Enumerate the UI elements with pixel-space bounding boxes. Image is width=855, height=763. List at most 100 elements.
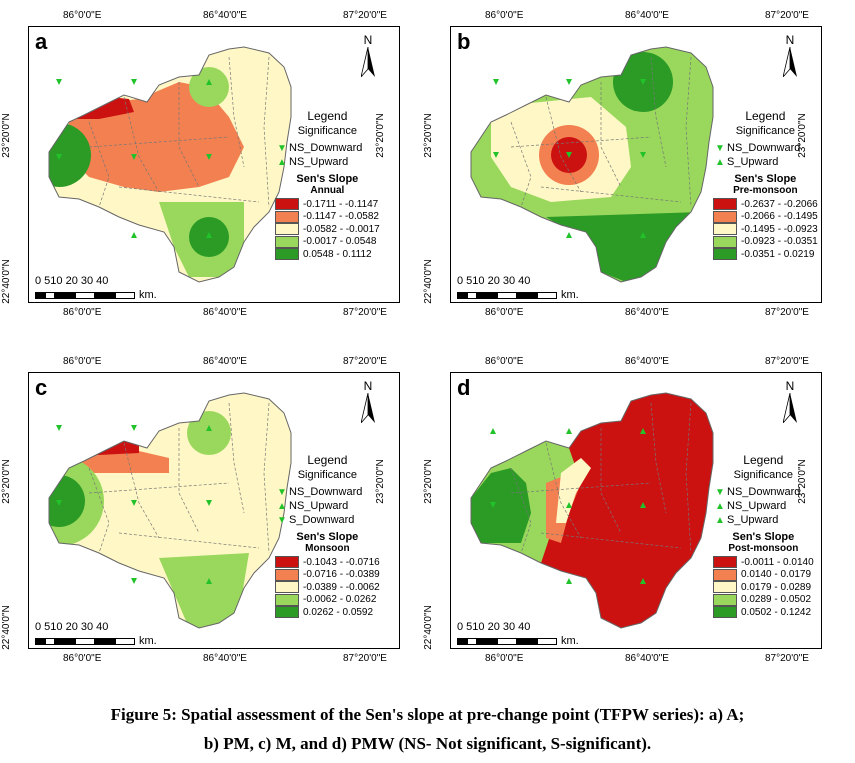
district-map [48,46,292,283]
coord-label-top: 86°0'0"E [63,356,102,367]
coord-label-top: 86°40'0"E [625,10,669,21]
block-boundary [228,402,245,514]
station-downward-marker [640,152,646,158]
station-downward-marker [56,500,62,506]
legend-marker-item: ▼ NS_Downward [275,485,380,499]
slope-class-item: -0.0923 - -0.0351 [713,235,818,249]
caption-line-1: Figure 5: Spatial assessment of the Sen'… [110,705,745,724]
scale-bar: 0 510 20 30 40 km. [35,275,157,301]
slope-class-item: 0.0502 - 0.1242 [713,606,814,619]
panel-label: c [35,375,48,400]
district-map [470,392,714,629]
coord-label-bottom: 86°0'0"E [63,653,102,664]
station-downward-marker [131,154,137,160]
slope-zone [471,468,531,543]
station-upward-marker [206,79,212,85]
map-panel-d: d N Legend Significance ▼ NS_Downward ▲ NS_Upwa… [450,372,822,649]
district-outline [470,392,714,629]
slope-class-item: 0.0289 - 0.0502 [713,593,814,607]
slope-title: Sen's Slope [296,531,359,543]
coord-label-right: 23°20'0"N [374,459,386,504]
slope-class-item: -0.0062 - 0.0262 [275,593,380,607]
slope-class-item: -0.1043 - -0.0716 [275,556,380,569]
block-boundary [685,402,692,554]
scale-bar: 0 510 20 30 40 km. [35,621,157,647]
scale-bar: 0 510 20 30 40 km. [457,275,579,301]
slope-class-item: -0.0351 - 0.0219 [713,248,818,261]
triangle-down-icon: ▼ [277,514,287,526]
panel-label: b [457,29,471,54]
legend-marker-item: ▼ S_Downward [275,513,380,527]
coord-label-top: 86°40'0"E [203,10,247,21]
coord-label-bottom: 86°40'0"E [203,653,247,664]
legend-significance: Significance [297,125,358,137]
legend-title: Legend [307,109,348,123]
legend-significance: Significance [297,469,358,481]
station-downward-marker [493,152,499,158]
coord-label-bottom: 87°20'0"E [343,653,387,664]
block-boundary [178,82,200,188]
legend-marker-item: ▼ NS_Downward [713,141,818,155]
legend-significance: Significance [735,125,796,137]
map-panel-b: b N Legend Significance ▼ NS_Downward ▲ S_Upwar… [450,26,822,303]
coord-label-bottom: 86°40'0"E [625,307,669,318]
station-downward-marker [131,79,137,85]
coord-label-bottom: 87°20'0"E [343,307,387,318]
station-downward-marker [206,500,212,506]
slope-zone [546,212,701,282]
scale-bar: 0 510 20 30 40 km. [457,621,579,647]
coord-label-left: 23°20'0"N [0,459,12,504]
station-upward-marker [640,578,646,584]
triangle-down-icon: ▼ [715,142,725,154]
block-boundary [540,186,682,203]
slope-class-item: -0.2637 - -0.2066 [713,198,818,211]
slope-class-item: 0.0179 - 0.0289 [713,581,814,594]
triangle-up-icon: ▲ [277,500,287,512]
map-legend: Legend Significance ▼ NS_Downward ▲ NS_Upward… [275,109,380,261]
district-map [470,46,714,283]
station-upward-marker [566,428,572,434]
slope-season: Pre-monsoon [733,185,798,196]
slope-zone [187,411,231,455]
block-boundary [228,56,245,168]
station-upward-marker [640,232,646,238]
slope-class-item: -0.0582 - -0.0017 [275,223,380,236]
station-upward-marker [131,232,137,238]
coord-label-bottom: 87°20'0"E [765,653,809,664]
figure-caption: Figure 5: Spatial assessment of the Sen'… [0,700,855,758]
coord-label-top: 86°40'0"E [625,356,669,367]
coord-label-left: 23°20'0"N [0,113,12,158]
station-upward-marker [566,502,572,508]
station-upward-marker [206,425,212,431]
map-legend: Legend Significance ▼ NS_Downward ▲ NS_Upward… [275,453,380,619]
legend-significance: Significance [733,469,793,481]
legend-marker-item: ▲ NS_Upward [275,155,380,169]
coord-label-left: 23°20'0"N [422,459,434,504]
coord-label-left: 22°40'0"N [422,259,434,304]
coord-label-top: 86°0'0"E [485,10,524,21]
station-upward-marker [566,232,572,238]
block-boundary [263,402,270,554]
slope-title: Sen's Slope [296,173,359,185]
coord-label-right: 23°20'0"N [796,459,808,504]
coord-label-bottom: 86°40'0"E [625,653,669,664]
north-arrow-icon: N [782,33,797,80]
panel-label: a [35,29,48,54]
coord-label-bottom: 86°40'0"E [203,307,247,318]
district-outline [470,46,714,283]
coord-label-top: 87°20'0"E [765,356,809,367]
slope-season: Post-monsoon [728,543,799,554]
station-downward-marker [566,152,572,158]
block-boundary [510,482,652,494]
north-arrow-icon: N [360,33,375,80]
legend-marker-item: ▲ NS_Upward [275,499,380,513]
coord-label-left: 23°20'0"N [422,113,434,158]
legend-title: Legend [745,109,786,123]
block-boundary [650,402,667,514]
station-upward-marker [206,232,212,238]
station-downward-marker [131,425,137,431]
triangle-down-icon: ▼ [277,142,287,154]
station-downward-marker [56,425,62,431]
station-downward-marker [131,578,137,584]
station-downward-marker [56,154,62,160]
